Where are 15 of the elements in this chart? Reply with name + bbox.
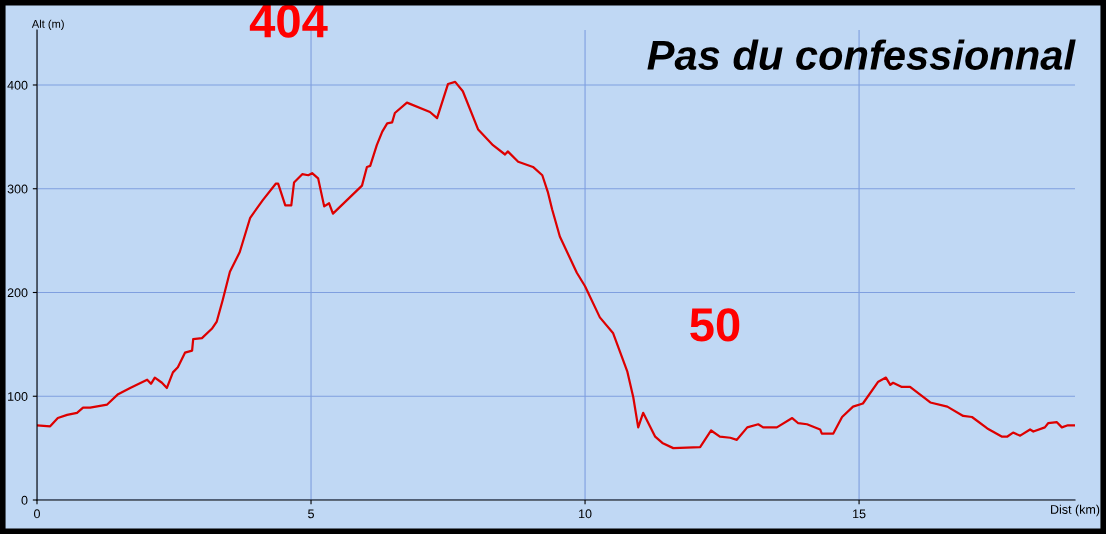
annotation: 50 (690, 308, 740, 342)
y-axis-title: Alt (m) (31, 19, 64, 30)
line-series (37, 80, 1075, 450)
chart-title: Pas du confessionnal (647, 39, 1076, 71)
y-tick-label: 200 (7, 288, 28, 298)
x-tick-label: 10 (579, 509, 592, 519)
y-tick-label: 400 (7, 80, 28, 90)
y-tick-label: 300 (7, 184, 28, 194)
x-axis-title: Dist (km) (1051, 504, 1100, 517)
x-tick-label: 0 (34, 509, 40, 519)
x-tick-label: 15 (853, 509, 866, 519)
y-tick-label: 0 (21, 495, 28, 505)
y-tick-label: 100 (8, 392, 28, 401)
x-tick-label: 5 (308, 509, 314, 519)
annotation: 404 (249, 4, 328, 38)
